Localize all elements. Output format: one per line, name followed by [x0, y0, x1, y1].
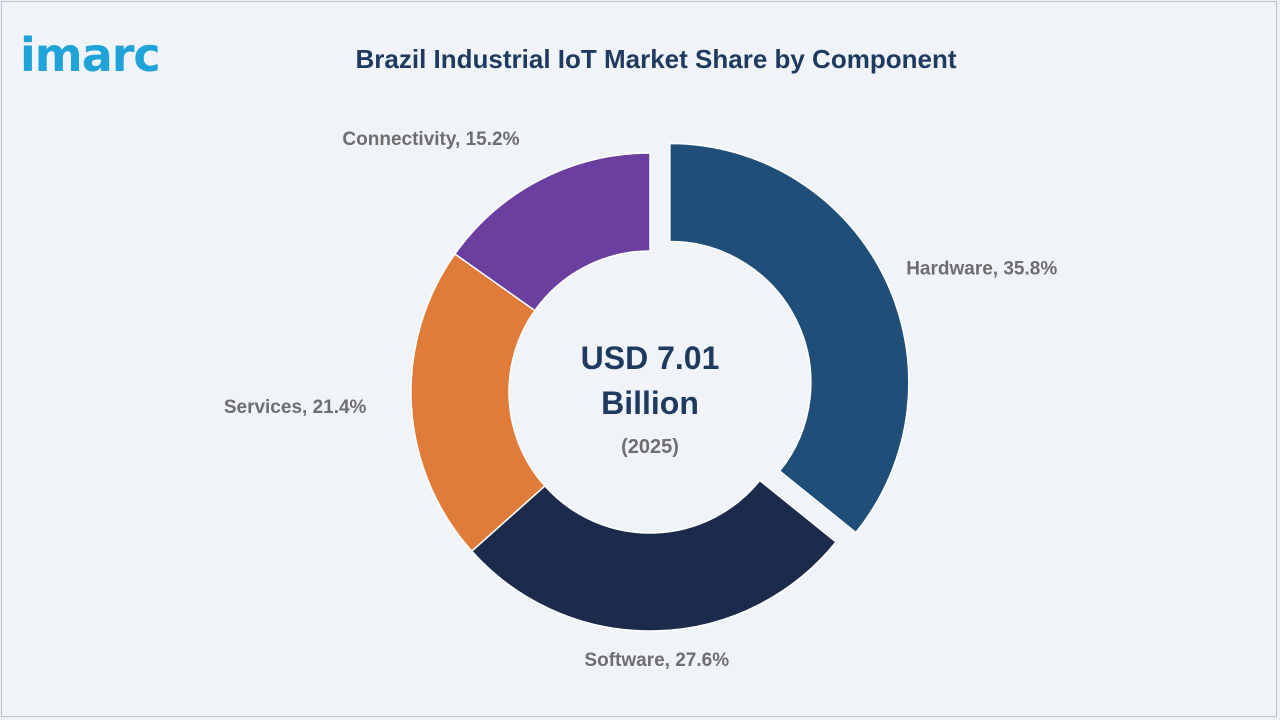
slice-connectivity	[453, 152, 651, 312]
slice-services	[410, 252, 546, 553]
center-value-line2: Billion	[601, 385, 699, 421]
center-value-line1: USD 7.01	[581, 340, 720, 376]
slice-label-services: Services, 21.4%	[224, 397, 367, 418]
center-year: (2025)	[621, 436, 679, 458]
imarc-logo: imarc	[20, 28, 161, 82]
slice-labels: Hardware, 35.8% Software, 27.6% Services, …	[224, 129, 1058, 671]
donut-slices	[410, 142, 910, 632]
slice-hardware	[669, 142, 910, 534]
chart-title: Brazil Industrial IoT Market Share by Co…	[355, 44, 957, 74]
slice-software	[470, 479, 838, 632]
slice-label-software: Software, 27.6%	[584, 650, 729, 671]
slice-label-connectivity: Connectivity, 15.2%	[342, 129, 519, 150]
slice-label-hardware: Hardware, 35.8%	[906, 258, 1057, 279]
